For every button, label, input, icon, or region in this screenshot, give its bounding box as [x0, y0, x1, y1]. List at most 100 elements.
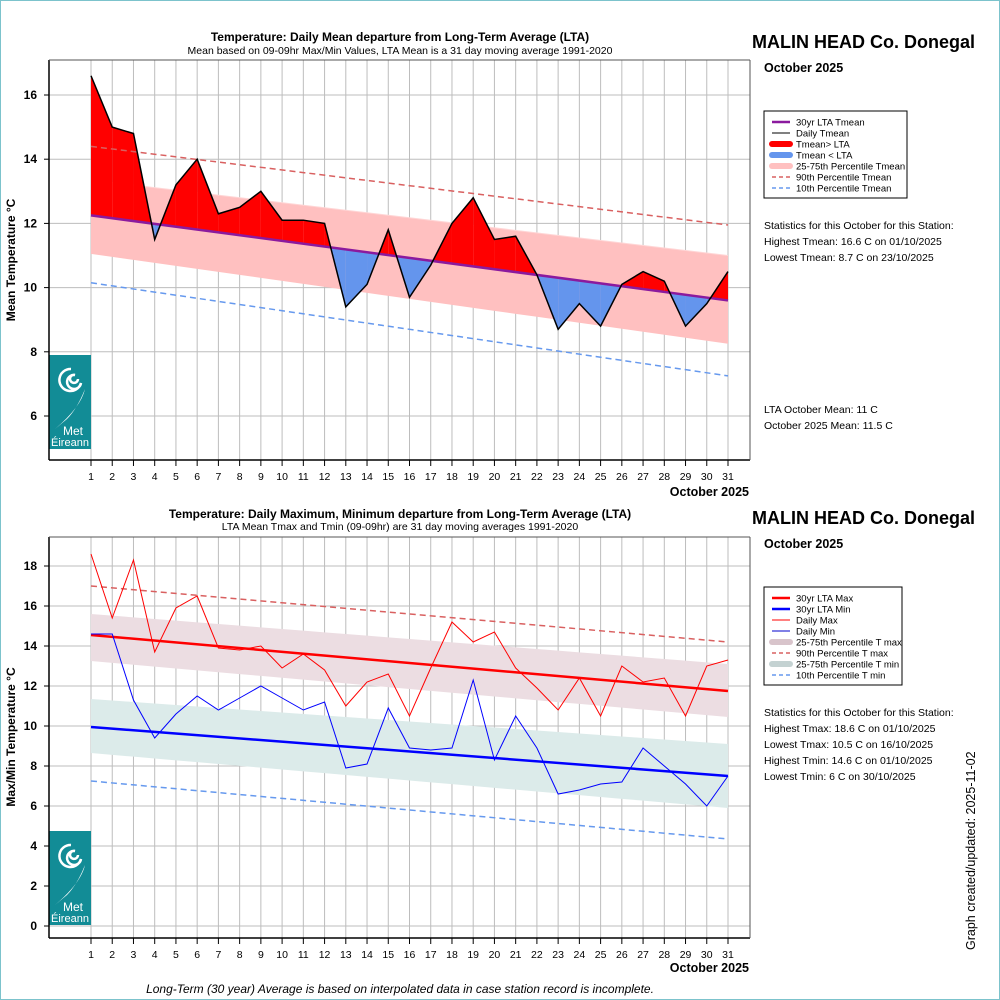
logo-background: [49, 831, 91, 925]
top-station-title: MALIN HEAD Co. Donegal: [752, 32, 975, 52]
legend-label: Tmean < LTA: [796, 151, 853, 162]
x-tick-label: 16: [404, 471, 416, 483]
y-tick-label: 14: [24, 639, 38, 653]
daily-min-line: [91, 633, 729, 807]
legend-label: 25-75th Percentile Tmean: [796, 162, 905, 173]
logo-swirl-icon: [58, 843, 83, 869]
y-tick-label: 18: [24, 559, 38, 573]
top-stat-line: Lowest Tmean: 8.7 C on 23/10/2025: [764, 252, 934, 264]
legend-label: 10th Percentile Tmean: [796, 184, 891, 195]
lta-tmean-line: [90, 214, 729, 302]
x-tick-label: 26: [616, 471, 628, 483]
bottom-stat-line: Highest Tmax: 18.6 C on 01/10/2025: [764, 723, 936, 735]
x-tick-label: 26: [616, 949, 628, 961]
x-tick-label: 14: [361, 471, 373, 483]
logo-swirl-icon: [58, 367, 83, 393]
bottom-stat-line: Lowest Tmax: 10.5 C on 16/10/2025: [764, 739, 933, 751]
x-tick-label: 18: [446, 471, 458, 483]
y-tick-label: 2: [30, 879, 37, 893]
bottom-stat-line: Highest Tmin: 14.6 C on 01/10/2025: [764, 755, 933, 767]
above-lta-fill: [260, 191, 283, 241]
tmax-percentile-90-line: [90, 585, 729, 643]
x-tick-label: 24: [574, 471, 586, 483]
x-tick-label: 29: [680, 471, 692, 483]
above-lta-fill: [473, 197, 495, 270]
legend-label: 25-75th Percentile T max: [796, 638, 902, 649]
x-tick-label: 22: [531, 471, 543, 483]
tmin-percentile-25-75-band: [91, 699, 728, 808]
legend-label: Tmean> LTA: [796, 140, 850, 151]
above-lta-fill: [643, 271, 665, 292]
percentile-90-line: [90, 145, 729, 226]
bottom-stat-line: Lowest Tmin: 6 C on 30/10/2025: [764, 771, 916, 783]
above-lta-fill: [218, 207, 240, 236]
x-tick-label: 30: [701, 949, 713, 961]
x-tick-label: 31: [722, 949, 734, 961]
bottom-y-axis-label: Max/Min Temperature °C: [4, 667, 18, 807]
y-tick-label: 8: [30, 759, 37, 773]
legend-label: 25-75th Percentile T min: [796, 660, 899, 671]
bottom-chart-title: Temperature: Daily Maximum, Minimum depa…: [169, 507, 631, 521]
above-lta-fill: [303, 220, 325, 247]
x-tick-label: 11: [298, 949, 309, 961]
legend-label: 90th Percentile Tmean: [796, 173, 891, 184]
x-tick-label: 8: [237, 471, 243, 483]
x-tick-label: 12: [319, 949, 331, 961]
x-tick-label: 1: [88, 471, 94, 483]
x-tick-label: 9: [258, 949, 264, 961]
x-tick-label: 17: [425, 471, 437, 483]
above-lta-fill: [282, 220, 304, 244]
x-tick-label: 28: [658, 471, 670, 483]
legend-label: 30yr LTA Tmean: [796, 118, 865, 129]
logo-text-met: Met: [63, 900, 84, 914]
x-tick-label: 17: [425, 949, 437, 961]
x-tick-label: 4: [152, 471, 158, 483]
tmax-percentile-25-75-band: [91, 614, 728, 717]
above-lta-fill: [175, 159, 198, 230]
x-tick-label: 25: [595, 949, 607, 961]
legend-label: 90th Percentile T max: [796, 649, 888, 660]
above-lta-fill: [451, 197, 474, 267]
legend-label: Daily Max: [796, 616, 838, 627]
x-tick-label: 19: [467, 949, 479, 961]
x-tick-label: 10: [276, 471, 288, 483]
x-tick-label: 23: [552, 471, 564, 483]
above-lta-fill: [239, 191, 261, 239]
y-tick-label: 16: [24, 88, 38, 102]
legend-label: 30yr LTA Min: [796, 605, 851, 616]
legend-label: Daily Min: [796, 627, 835, 638]
bottom-month-label: October 2025: [764, 537, 843, 551]
legend-label: 30yr LTA Max: [796, 594, 853, 605]
daily-max-line: [90, 553, 729, 718]
y-tick-label: 4: [30, 839, 37, 853]
x-tick-label: 18: [446, 949, 458, 961]
x-tick-label: 13: [340, 949, 352, 961]
daily-tmean-line: [90, 75, 729, 331]
lta-october-mean: LTA October Mean: 11 C: [764, 404, 878, 416]
x-tick-label: 19: [467, 471, 479, 483]
updated-date: Graph created/updated: 2025-11-02: [964, 751, 978, 950]
x-tick-label: 10: [276, 949, 288, 961]
x-tick-label: 28: [658, 949, 670, 961]
x-tick-label: 7: [215, 471, 221, 483]
top-x-axis-label: October 2025: [670, 485, 749, 499]
y-tick-label: 6: [30, 409, 37, 423]
bottom-stats-heading: Statistics for this October for this Sta…: [764, 707, 954, 719]
tmin-percentile-10-line: [90, 780, 729, 840]
x-tick-label: 5: [173, 949, 179, 961]
x-tick-label: 21: [510, 471, 522, 483]
bottom-station-title: MALIN HEAD Co. Donegal: [752, 508, 975, 528]
below-lta-fill: [345, 249, 368, 307]
logo-text-met: Met: [63, 424, 84, 438]
x-tick-label: 27: [637, 949, 649, 961]
footer-note: Long-Term (30 year) Average is based on …: [146, 982, 654, 996]
legend-box: [763, 586, 903, 686]
x-tick-label: 14: [361, 949, 373, 961]
y-tick-label: 8: [30, 345, 37, 359]
percentile-10-line: [90, 282, 729, 377]
